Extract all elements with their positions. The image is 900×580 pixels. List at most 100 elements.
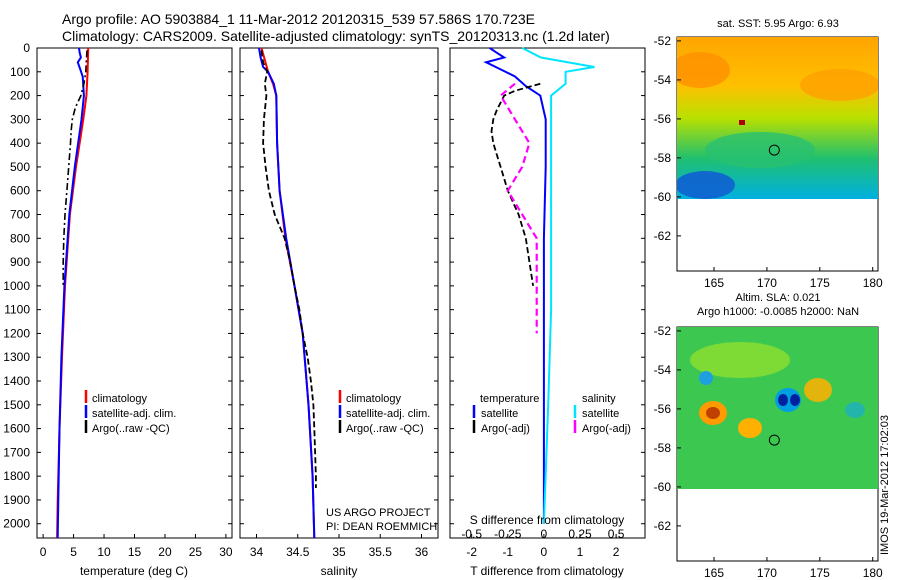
depth-tick-label: 1200 bbox=[3, 326, 30, 340]
sla-low-core bbox=[778, 394, 788, 406]
sla-high-core bbox=[706, 407, 720, 419]
diff-t-sat-line bbox=[483, 47, 547, 524]
depth-tick-label: 900 bbox=[10, 255, 30, 269]
difference-panel bbox=[449, 47, 646, 539]
map-y-tick-label: -54 bbox=[654, 73, 672, 87]
depth-tick-label: 1000 bbox=[3, 279, 30, 293]
legend-label-argo: Argo(..raw -QC) bbox=[92, 423, 170, 435]
diff-s-argo-line bbox=[499, 82, 538, 334]
s-tick-label: 0.25 bbox=[568, 527, 592, 541]
x-tick-label: 1 bbox=[577, 545, 584, 559]
sla-map-title-1: Altim. SLA: 0.021 bbox=[736, 292, 821, 304]
sla-low-patch bbox=[699, 371, 713, 385]
map-x-tick-label: 170 bbox=[757, 276, 777, 290]
difference-lines bbox=[483, 47, 595, 524]
map-x-tick-label: 175 bbox=[810, 566, 830, 580]
depth-tick-label: 1600 bbox=[3, 422, 30, 436]
map-y-tick-label: -56 bbox=[654, 112, 672, 126]
legend-label-clim: climatology bbox=[92, 393, 148, 405]
diff-s-sat-line bbox=[521, 47, 595, 524]
x-tick-label: 36 bbox=[415, 545, 429, 559]
temperature-x-axis: 0 5 10 15 20 25 30 bbox=[40, 534, 233, 559]
sla-map-title-2: Argo h1000: -0.0085 h2000: NaN bbox=[697, 306, 859, 318]
depth-tick-label: 800 bbox=[10, 231, 30, 245]
map-x-tick-label: 180 bbox=[863, 566, 883, 580]
map-x-tick-label: 165 bbox=[704, 276, 724, 290]
temp-argo-line bbox=[62, 50, 88, 286]
temperature-lines bbox=[56, 47, 90, 539]
credit-line-1: US ARGO PROJECT bbox=[326, 507, 431, 519]
depth-tick-label: 1500 bbox=[3, 398, 30, 412]
x-tick-label: 5 bbox=[70, 545, 77, 559]
depth-tick-label: 2000 bbox=[3, 517, 30, 531]
map-y-tick-label: -58 bbox=[654, 151, 672, 165]
sla-map-axes: 165 170 175 180 -52 -54 -56 -58 -60 -62 bbox=[654, 324, 883, 580]
difference-legend: temperature salinity satellite Argo(-adj… bbox=[472, 393, 631, 435]
depth-tick-label: 1900 bbox=[3, 493, 30, 507]
map-x-tick-label: 165 bbox=[704, 566, 724, 580]
salinity-lines bbox=[258, 47, 317, 539]
sal-argo-line bbox=[260, 50, 317, 488]
depth-tick-label: 0 bbox=[23, 41, 30, 55]
depth-tick-label: 1100 bbox=[4, 303, 30, 317]
difference-s-axis: -0.5 -0.25 0 0.25 0.5 bbox=[461, 527, 624, 541]
x-tick-label: 30 bbox=[219, 545, 233, 559]
sst-warm-patch bbox=[800, 69, 878, 101]
sst-map-title: sat. SST: 5.95 Argo: 6.93 bbox=[717, 18, 839, 30]
legend-label-argo: Argo(..raw -QC) bbox=[346, 423, 424, 435]
difference-s-xlabel: S difference from climatology bbox=[470, 513, 625, 527]
legend-label-s-sat: satellite bbox=[582, 408, 619, 420]
temperature-xlabel: temperature (deg C) bbox=[80, 564, 188, 578]
sla-argo-marker bbox=[768, 434, 780, 446]
sst-cold-patch bbox=[677, 171, 735, 199]
temperature-legend: climatology satellite-adj. clim. Argo(..… bbox=[84, 390, 176, 435]
credit-line-2: PI: DEAN ROEMMICH bbox=[326, 521, 437, 533]
map-y-tick-label: -52 bbox=[654, 34, 672, 48]
sal-sat-line bbox=[258, 47, 316, 539]
sst-argo-marker bbox=[768, 144, 780, 156]
x-tick-label: -1 bbox=[502, 545, 513, 559]
depth-tick-label: 1400 bbox=[3, 374, 30, 388]
legend-label-clim: climatology bbox=[346, 393, 402, 405]
sla-high-patch bbox=[804, 378, 832, 402]
sla-low-patch bbox=[845, 402, 865, 418]
salinity-xlabel: salinity bbox=[321, 564, 358, 578]
depth-tick-label: 600 bbox=[10, 184, 30, 198]
side-timestamp-label: IMOS 19-Mar-2012 17:02:03 bbox=[879, 415, 891, 555]
x-tick-label: 34.5 bbox=[286, 545, 310, 559]
legend-label-sat: satellite-adj. clim. bbox=[92, 408, 176, 420]
header-line-1: Argo profile: AO 5903884_1 11-Mar-2012 2… bbox=[62, 11, 535, 27]
s-tick-label: -0.25 bbox=[494, 527, 522, 541]
depth-axis: 0 100 200 300 400 500 600 700 800 900 1000 1100 1200… bbox=[3, 41, 645, 531]
salinity-legend: climatology satellite-adj. clim. Argo(..… bbox=[338, 390, 430, 435]
depth-tick-label: 100 bbox=[10, 65, 30, 79]
depth-tick-label: 200 bbox=[10, 89, 30, 103]
sst-map-field bbox=[677, 37, 878, 199]
depth-tick-label: 1700 bbox=[3, 445, 30, 459]
sla-map-field bbox=[677, 327, 878, 489]
s-tick-label: -0.5 bbox=[461, 527, 482, 541]
legend-label-t-sat: satellite bbox=[481, 408, 518, 420]
map-y-tick-label: -60 bbox=[654, 480, 672, 494]
depth-tick-label: 400 bbox=[10, 136, 30, 150]
legend-label-t-argo: Argo(-adj) bbox=[481, 423, 530, 435]
x-tick-label: 15 bbox=[128, 545, 142, 559]
difference-xlabel: T difference from climatology bbox=[470, 564, 624, 578]
map-y-tick-label: -62 bbox=[654, 229, 672, 243]
temperature-panel bbox=[36, 47, 233, 539]
diff-t-argo-line bbox=[490, 82, 541, 287]
depth-tick-label: 1300 bbox=[3, 350, 30, 364]
sla-high-patch bbox=[690, 342, 790, 378]
legend-label-s-argo: Argo(-adj) bbox=[582, 423, 631, 435]
legend-label-sat: satellite-adj. clim. bbox=[346, 408, 430, 420]
sla-high-patch bbox=[738, 418, 762, 438]
x-tick-label: 20 bbox=[158, 545, 172, 559]
x-tick-label: -2 bbox=[466, 545, 477, 559]
map-y-tick-label: -56 bbox=[654, 402, 672, 416]
map-y-tick-label: -58 bbox=[654, 441, 672, 455]
x-tick-label: 34 bbox=[250, 545, 264, 559]
depth-tick-label: 300 bbox=[10, 112, 30, 126]
legend-title-temperature: temperature bbox=[480, 393, 539, 405]
depth-tick-label: 700 bbox=[10, 208, 30, 222]
